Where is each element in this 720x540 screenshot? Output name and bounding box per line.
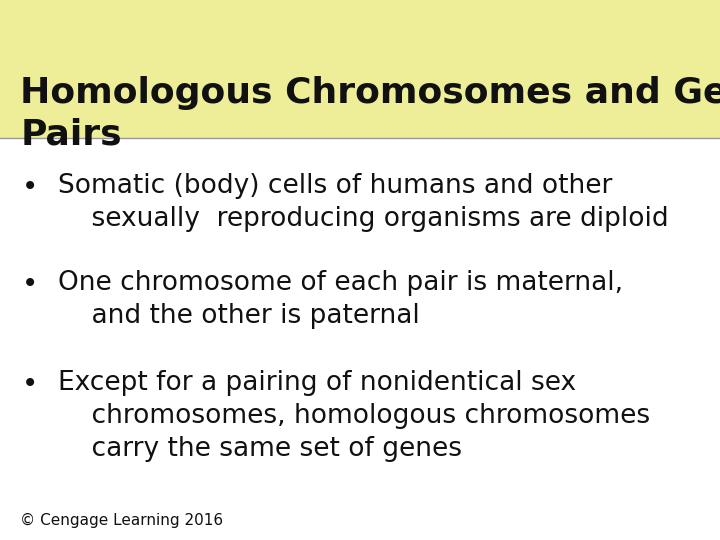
Bar <box>0 0 720 138</box>
Text: •: • <box>22 270 38 298</box>
Text: •: • <box>22 173 38 201</box>
Text: One chromosome of each pair is maternal,
    and the other is paternal: One chromosome of each pair is maternal,… <box>58 270 623 329</box>
Text: Somatic (body) cells of humans and other
    sexually  reproducing organisms are: Somatic (body) cells of humans and other… <box>58 173 668 232</box>
Text: © Cengage Learning 2016: © Cengage Learning 2016 <box>20 513 223 528</box>
Text: Except for a pairing of nonidentical sex
    chromosomes, homologous chromosomes: Except for a pairing of nonidentical sex… <box>58 370 649 462</box>
Text: Homologous Chromosomes and Gene
Pairs: Homologous Chromosomes and Gene Pairs <box>20 76 720 152</box>
Text: •: • <box>22 370 38 398</box>
